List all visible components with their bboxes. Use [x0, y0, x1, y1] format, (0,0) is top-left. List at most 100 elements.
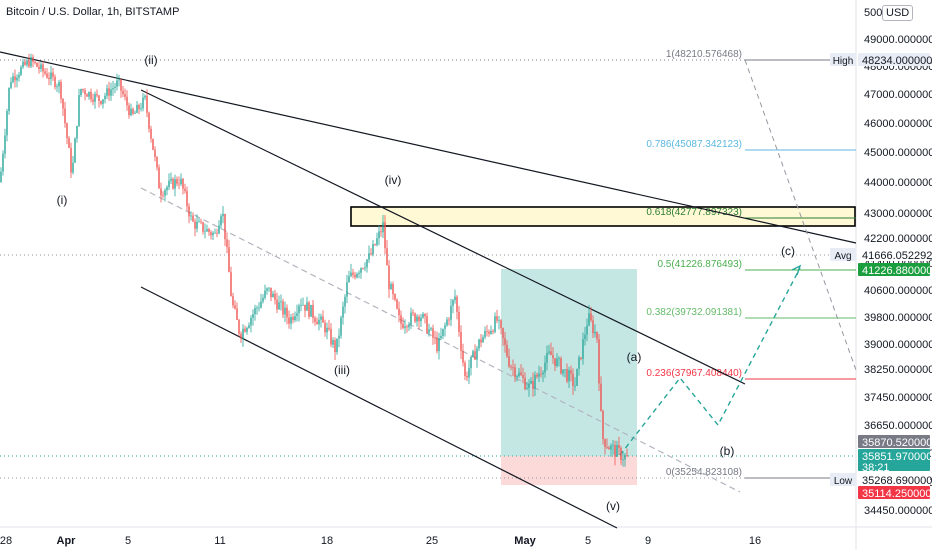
candle-body	[106, 88, 108, 96]
bullish-candle	[484, 326, 486, 340]
bullish-candle	[530, 377, 532, 385]
bearish-candle	[70, 142, 72, 179]
candle-body	[524, 377, 526, 390]
bearish-candle	[188, 203, 190, 224]
candle-body	[304, 304, 306, 311]
bearish-candle	[406, 324, 408, 333]
candle-body	[324, 322, 326, 333]
candle-body	[312, 304, 314, 319]
candle-body	[578, 357, 580, 369]
bullish-candle	[114, 82, 116, 94]
candle-body	[392, 283, 394, 295]
bullish-candle	[20, 65, 22, 77]
candle-body	[560, 358, 562, 374]
candle-body	[146, 95, 148, 113]
price-badge: 41226.880000	[858, 263, 932, 277]
candle-body	[528, 383, 530, 389]
currency-selector[interactable]: USD	[882, 5, 914, 21]
price-tick-label: 42200.000000	[864, 233, 932, 245]
candle-body	[2, 153, 4, 172]
candle-body	[174, 179, 176, 189]
bearish-candle	[618, 436, 620, 456]
candle-body	[222, 213, 224, 217]
time-tick-label: 5	[125, 535, 131, 547]
bearish-candle	[432, 324, 434, 345]
bullish-candle	[326, 322, 328, 340]
time-tick-label: May	[514, 535, 536, 547]
candle-body	[480, 339, 482, 343]
bullish-candle	[250, 315, 252, 333]
bullish-candle	[582, 332, 584, 365]
candle-body	[510, 366, 512, 368]
candle-body	[382, 222, 384, 233]
candle-body	[522, 375, 524, 378]
bearish-candle	[38, 62, 40, 74]
candle-body	[462, 350, 464, 363]
candle-body	[76, 125, 78, 139]
price-badge-countdown: 38:21	[862, 462, 890, 474]
time-tick-label: 16	[749, 535, 761, 547]
bearish-candle	[570, 365, 572, 382]
bullish-candle	[452, 298, 454, 314]
candle-body	[180, 178, 182, 184]
bullish-candle	[180, 173, 182, 187]
price-badge-label: Avg	[834, 251, 851, 262]
bullish-candle	[30, 53, 32, 69]
candle-body	[416, 316, 418, 322]
candle-body	[472, 351, 474, 357]
bearish-candle	[120, 78, 122, 98]
candle-body	[344, 296, 346, 307]
price-badge: 41666.052292 Avg	[830, 248, 932, 262]
bearish-candle	[182, 177, 184, 195]
bearish-candle	[202, 221, 204, 235]
bullish-candle	[348, 270, 350, 283]
candle-body	[148, 112, 150, 129]
candle-body	[70, 147, 72, 173]
bullish-candle	[294, 311, 296, 323]
candle-body	[592, 320, 594, 334]
bullish-candle	[440, 327, 442, 340]
bearish-candle	[480, 334, 482, 348]
candle-body	[6, 111, 8, 136]
bearish-candle	[324, 319, 326, 337]
price-badge-tag	[830, 248, 856, 261]
candle-body	[554, 358, 556, 366]
candle-body	[292, 317, 294, 321]
bearish-candle	[100, 100, 102, 106]
bullish-candle	[88, 91, 90, 100]
candle-body	[288, 317, 290, 324]
candle-body	[202, 222, 204, 232]
bearish-candle	[152, 138, 154, 151]
candle-body	[338, 335, 340, 339]
bearish-candle	[370, 248, 372, 256]
candle-body	[538, 373, 540, 377]
bearish-candle	[512, 359, 514, 377]
candle-body	[330, 329, 332, 345]
candle-body	[296, 313, 298, 317]
candle-body	[54, 76, 56, 87]
candle-body	[14, 76, 16, 81]
bearish-candle	[590, 306, 592, 323]
candle-body	[494, 316, 496, 332]
candle-body	[108, 88, 110, 96]
bearish-candle	[580, 357, 582, 361]
candle-body	[274, 293, 276, 300]
candle-body	[224, 213, 226, 240]
candle-body	[242, 328, 244, 339]
projection-line	[744, 59, 857, 371]
bullish-candle	[518, 367, 520, 378]
bullish-candle	[272, 290, 274, 298]
bullish-candle	[242, 324, 244, 347]
bearish-candle	[514, 363, 516, 383]
bearish-candle	[84, 88, 86, 101]
bearish-candle	[98, 94, 100, 108]
candle-body	[236, 308, 238, 320]
candle-body	[200, 221, 202, 223]
price-tick-label: 44000.000000	[864, 177, 932, 189]
bearish-candle	[138, 103, 140, 115]
fib-level-label: 0.236(37967.408440)	[646, 368, 742, 379]
bearish-candle	[380, 225, 382, 237]
bullish-candle	[562, 369, 564, 377]
bearish-candle	[606, 438, 608, 449]
